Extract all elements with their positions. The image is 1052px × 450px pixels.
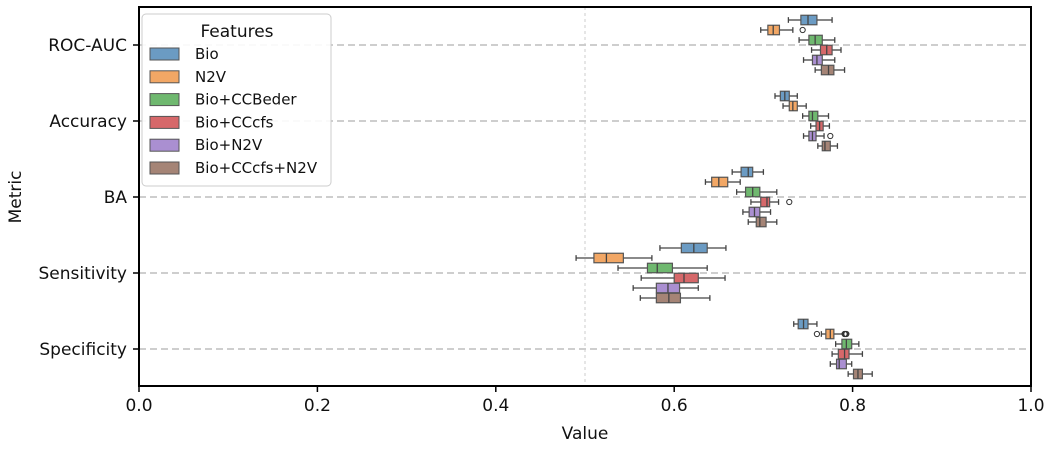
legend-swatch (149, 93, 180, 107)
box-n2v-accuracy (782, 100, 807, 112)
box-body (821, 140, 831, 152)
box-bio-ccbeder-sensitivity (617, 262, 708, 274)
box-bio-cccfs-n2v-specificity (847, 368, 873, 380)
axes-layer: 0.0 0.2 0.4 0.6 0.8 1.0 ROC-AUC Accuracy BA Sensi… (38, 36, 1044, 416)
x-tick-label: 0.8 (839, 396, 866, 416)
box-body (755, 216, 767, 228)
box-bio-sensitivity (659, 242, 727, 254)
legend-entry-label: Bio+CCcfs (195, 113, 274, 131)
box-body (835, 358, 847, 370)
box-body (800, 14, 818, 26)
legend-swatch (149, 115, 180, 129)
box-bio-roc-auc (787, 14, 833, 26)
box-bio-n2v-ba (742, 206, 772, 218)
box-bio-cccfs-sensitivity (640, 272, 726, 284)
legend-swatch (149, 70, 180, 84)
x-tick-label: 1.0 (1017, 396, 1044, 416)
box-bio-accuracy (774, 90, 798, 102)
box-bio-cccfs-ba (750, 196, 793, 208)
legend-swatch (149, 161, 180, 175)
outlier-point (799, 26, 806, 34)
box-n2v-roc-auc (760, 24, 806, 36)
legend-entry-label: Bio (195, 45, 219, 63)
box-bio-ccbeder-accuracy (801, 110, 830, 122)
box-body (711, 176, 729, 188)
box-bio-ccbeder-roc-auc (798, 34, 836, 46)
box-n2v-ba (704, 176, 741, 188)
boxes-layer (575, 14, 873, 380)
y-axis-label: Metric (6, 171, 26, 224)
box-n2v-specificity (813, 328, 850, 340)
legend-entry-label: Bio+CCcfs+N2V (195, 159, 318, 177)
y-tick-label: Accuracy (49, 112, 127, 132)
y-tick-label: Specificity (39, 340, 127, 360)
box-body (646, 262, 674, 274)
box-bio-cccfs-specificity (831, 348, 864, 360)
box-bio-specificity (793, 318, 818, 330)
x-tick-label: 0.2 (304, 396, 331, 416)
box-bio-cccfs-accuracy (810, 120, 831, 132)
y-tick-label: Sensitivity (38, 264, 127, 284)
box-bio-n2v-accuracy (802, 130, 834, 142)
box-bio-ba (731, 166, 765, 178)
legend-entry-label: N2V (195, 68, 227, 86)
y-tick-label: BA (104, 188, 128, 208)
legend-swatch (149, 138, 180, 152)
box-body (837, 348, 850, 360)
box-body (740, 166, 754, 178)
box-body (820, 64, 835, 76)
outlier-point (827, 132, 834, 140)
box-body (673, 272, 699, 284)
x-axis-label: Value (562, 424, 609, 444)
legend: Features Bio N2V Bio+CCBeder Bio+CCcfs Bio+N… (141, 13, 332, 187)
box-bio-cccfs-n2v-sensitivity (639, 292, 711, 304)
box-bio-n2v-roc-auc (802, 54, 836, 66)
legend-entry-label: Bio+CCBeder (195, 91, 297, 109)
box-body (808, 110, 819, 122)
box-bio-cccfs-roc-auc (810, 44, 842, 56)
box-n2v-sensitivity (575, 252, 653, 264)
outlier-point (786, 198, 793, 206)
x-tick-label: 0.6 (661, 396, 688, 416)
legend-title: Features (200, 22, 273, 42)
box-body (593, 252, 624, 264)
legend-swatch (149, 47, 180, 61)
box-body (760, 196, 771, 208)
box-bio-n2v-specificity (829, 358, 853, 370)
legend-entry-label: Bio+N2V (195, 136, 263, 154)
box-bio-cccfs-n2v-ba (747, 216, 778, 228)
legend-frame (141, 13, 332, 187)
x-tick-label: 0.4 (482, 396, 509, 416)
outlier-point (813, 330, 821, 338)
box-bio-cccfs-n2v-accuracy (817, 140, 839, 152)
box-bio-cccfs-n2v-roc-auc (814, 64, 846, 76)
y-tick-label: ROC-AUC (48, 36, 127, 56)
x-tick-label: 0.0 (125, 396, 152, 416)
box-bio-ccbeder-ba (735, 186, 778, 198)
outlier-point (843, 330, 850, 338)
